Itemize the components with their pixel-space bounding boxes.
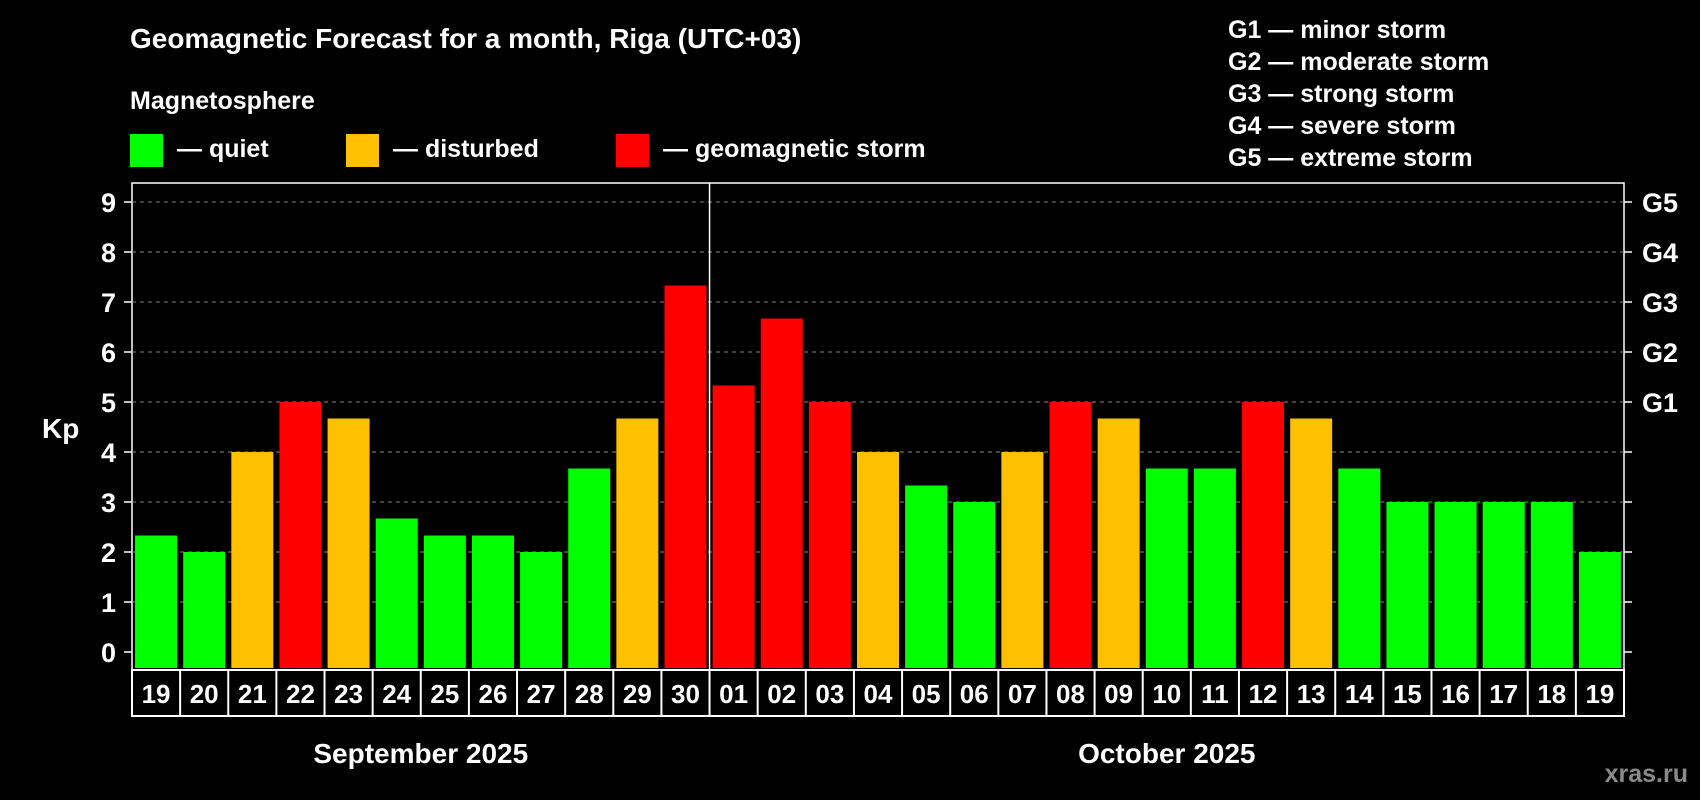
- x-tick-label: 29: [623, 679, 652, 709]
- x-tick-label: 13: [1297, 679, 1326, 709]
- x-tick-label: 18: [1537, 679, 1566, 709]
- legend-heading: Magnetosphere: [130, 87, 315, 115]
- x-tick-label: 20: [190, 679, 219, 709]
- bar-27: [1434, 502, 1477, 668]
- g-scale-label: G4: [1642, 238, 1678, 268]
- x-tick-label: 21: [238, 679, 267, 709]
- x-tick-label: 08: [1056, 679, 1085, 709]
- x-tick-label: 28: [575, 679, 604, 709]
- x-tick-label: 25: [430, 679, 459, 709]
- x-tick-label: 07: [1008, 679, 1037, 709]
- x-tick-label: 06: [960, 679, 989, 709]
- chart-title: Geomagnetic Forecast for a month, Riga (…: [130, 23, 801, 54]
- bar-26: [1386, 502, 1429, 668]
- storm-scale-item-3: G4 — severe storm: [1228, 112, 1456, 140]
- x-tick-label: 26: [479, 679, 508, 709]
- legend-swatch-0: [130, 134, 163, 167]
- x-tick-label: 27: [527, 679, 556, 709]
- legend-label-1: — disturbed: [393, 135, 539, 163]
- bar-21: [1145, 468, 1188, 668]
- g-scale-label: G5: [1642, 188, 1678, 218]
- bar-11: [664, 285, 707, 668]
- x-tick-label: 10: [1152, 679, 1181, 709]
- x-tick-label: 23: [334, 679, 363, 709]
- y-tick-label: 5: [101, 388, 116, 418]
- bar-13: [760, 318, 803, 668]
- bar-4: [327, 418, 370, 668]
- legend-swatch-1: [346, 134, 379, 167]
- bar-9: [568, 468, 611, 668]
- bar-16: [905, 485, 948, 668]
- bar-0: [135, 535, 178, 668]
- y-tick-label: 3: [101, 488, 116, 518]
- legend-label-2: — geomagnetic storm: [663, 135, 926, 163]
- x-tick-label: 05: [912, 679, 941, 709]
- x-tick-label: 02: [767, 679, 796, 709]
- x-tick-label: 24: [382, 679, 411, 709]
- bar-19: [1049, 402, 1092, 668]
- bar-1: [183, 552, 226, 668]
- x-tick-label: 22: [286, 679, 315, 709]
- bar-25: [1338, 468, 1381, 668]
- bar-22: [1193, 468, 1236, 668]
- x-tick-label: 15: [1393, 679, 1422, 709]
- bar-28: [1482, 502, 1525, 668]
- bar-3: [279, 402, 322, 668]
- x-tick-label: 11: [1201, 679, 1229, 709]
- bar-30: [1578, 552, 1621, 668]
- legend-label-0: — quiet: [177, 135, 269, 163]
- bar-17: [953, 502, 996, 668]
- g-scale-label: G3: [1642, 288, 1678, 318]
- g-scale-label: G1: [1642, 388, 1678, 418]
- x-tick-label: 12: [1249, 679, 1278, 709]
- x-tick-label: 19: [142, 679, 171, 709]
- y-axis-label: Kp: [42, 413, 79, 444]
- bar-12: [712, 385, 755, 668]
- bar-24: [1290, 418, 1333, 668]
- x-tick-label: 19: [1585, 679, 1614, 709]
- bar-14: [808, 402, 851, 668]
- storm-scale-item-0: G1 — minor storm: [1228, 16, 1446, 44]
- y-tick-label: 4: [101, 438, 116, 468]
- g-scale-label: G2: [1642, 338, 1678, 368]
- storm-scale-item-2: G3 — strong storm: [1228, 80, 1454, 108]
- legend: — quiet — disturbed — geomagnetic storm: [130, 134, 926, 167]
- y-tick-label: 0: [101, 638, 116, 668]
- bar-10: [616, 418, 659, 668]
- watermark: xras.ru: [1605, 760, 1688, 788]
- storm-scale-legend: G1 — minor storm G2 — moderate storm G3 — …: [1228, 16, 1489, 172]
- bar-6: [423, 535, 466, 668]
- x-tick-label: 01: [719, 679, 748, 709]
- month-label-0: September 2025: [313, 738, 528, 769]
- x-tick-label: 09: [1104, 679, 1133, 709]
- y-tick-label: 8: [101, 238, 116, 268]
- bar-2: [231, 452, 274, 668]
- bar-5: [375, 518, 418, 668]
- bar-29: [1530, 502, 1573, 668]
- y-tick-label: 7: [101, 288, 116, 318]
- x-tick-label: 16: [1441, 679, 1470, 709]
- bar-23: [1242, 402, 1285, 668]
- bar-15: [857, 452, 899, 668]
- x-tick-label: 03: [815, 679, 844, 709]
- bar-8: [520, 552, 563, 668]
- y-tick-label: 6: [101, 338, 116, 368]
- date-row-frame: [131, 669, 1625, 717]
- x-tick-label: 30: [671, 679, 700, 709]
- x-tick-label: 14: [1345, 679, 1374, 709]
- y-tick-label: 9: [101, 188, 116, 218]
- y-tick-label: 1: [101, 588, 116, 618]
- bar-7: [471, 535, 514, 668]
- bar-18: [1001, 452, 1044, 668]
- x-tick-label: 17: [1489, 679, 1518, 709]
- legend-swatch-2: [616, 134, 649, 167]
- storm-scale-item-1: G2 — moderate storm: [1228, 48, 1489, 76]
- bar-20: [1097, 418, 1140, 668]
- y-tick-label: 2: [101, 538, 116, 568]
- storm-scale-item-4: G5 — extreme storm: [1228, 144, 1473, 172]
- x-tick-label: 04: [864, 679, 893, 709]
- month-label-1: October 2025: [1078, 738, 1255, 769]
